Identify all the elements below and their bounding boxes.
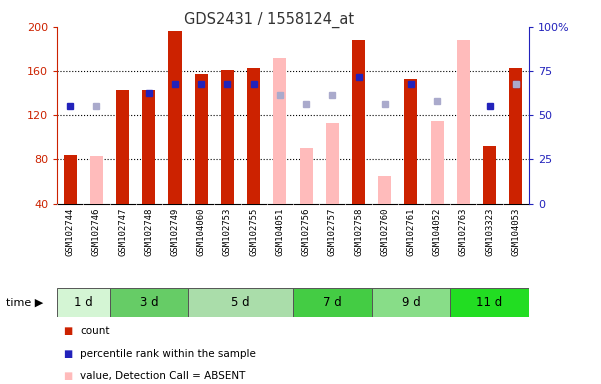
Text: 5 d: 5 d xyxy=(231,296,250,309)
Bar xyxy=(188,288,293,317)
Bar xyxy=(371,288,450,317)
Bar xyxy=(116,90,129,204)
Bar xyxy=(168,31,182,204)
Bar xyxy=(509,68,522,204)
Text: 7 d: 7 d xyxy=(323,296,342,309)
Text: 9 d: 9 d xyxy=(401,296,420,309)
Bar xyxy=(273,58,287,204)
Text: GSM102753: GSM102753 xyxy=(223,208,232,256)
Text: GSM102748: GSM102748 xyxy=(144,208,153,256)
Bar xyxy=(404,79,418,204)
Text: GSM104052: GSM104052 xyxy=(433,208,442,256)
Bar xyxy=(352,40,365,204)
Text: GSM102758: GSM102758 xyxy=(354,208,363,256)
Bar xyxy=(430,121,444,204)
Text: GSM102763: GSM102763 xyxy=(459,208,468,256)
Text: GSM102757: GSM102757 xyxy=(328,208,337,256)
Text: count: count xyxy=(80,326,109,336)
Text: value, Detection Call = ABSENT: value, Detection Call = ABSENT xyxy=(80,371,245,381)
Text: GSM104051: GSM104051 xyxy=(275,208,284,256)
Bar xyxy=(299,148,313,204)
Bar xyxy=(195,74,208,204)
Bar xyxy=(142,90,156,204)
Text: 11 d: 11 d xyxy=(477,296,502,309)
Bar xyxy=(293,288,371,317)
Text: GSM102746: GSM102746 xyxy=(92,208,101,256)
Text: 1 d: 1 d xyxy=(74,296,93,309)
Text: ■: ■ xyxy=(63,326,72,336)
Bar xyxy=(457,40,470,204)
Text: GSM104060: GSM104060 xyxy=(197,208,206,256)
Text: GSM102749: GSM102749 xyxy=(171,208,180,256)
Bar xyxy=(378,176,391,204)
Bar xyxy=(483,146,496,204)
Bar xyxy=(326,123,339,204)
Bar xyxy=(247,68,260,204)
Text: ■: ■ xyxy=(63,349,72,359)
Bar xyxy=(64,155,77,204)
Text: GSM102747: GSM102747 xyxy=(118,208,127,256)
Text: GSM102761: GSM102761 xyxy=(406,208,415,256)
Bar xyxy=(221,70,234,204)
Text: time ▶: time ▶ xyxy=(6,297,43,308)
Text: GSM102755: GSM102755 xyxy=(249,208,258,256)
Text: GSM102744: GSM102744 xyxy=(66,208,75,256)
Bar xyxy=(450,288,529,317)
Text: GSM104053: GSM104053 xyxy=(511,208,520,256)
Text: percentile rank within the sample: percentile rank within the sample xyxy=(80,349,256,359)
Text: 3 d: 3 d xyxy=(139,296,158,309)
Text: GSM103323: GSM103323 xyxy=(485,208,494,256)
Text: GDS2431 / 1558124_at: GDS2431 / 1558124_at xyxy=(185,12,355,28)
Text: ■: ■ xyxy=(63,371,72,381)
Bar xyxy=(109,288,188,317)
Bar xyxy=(90,156,103,204)
Text: GSM102756: GSM102756 xyxy=(302,208,311,256)
Bar xyxy=(57,288,109,317)
Text: GSM102760: GSM102760 xyxy=(380,208,389,256)
